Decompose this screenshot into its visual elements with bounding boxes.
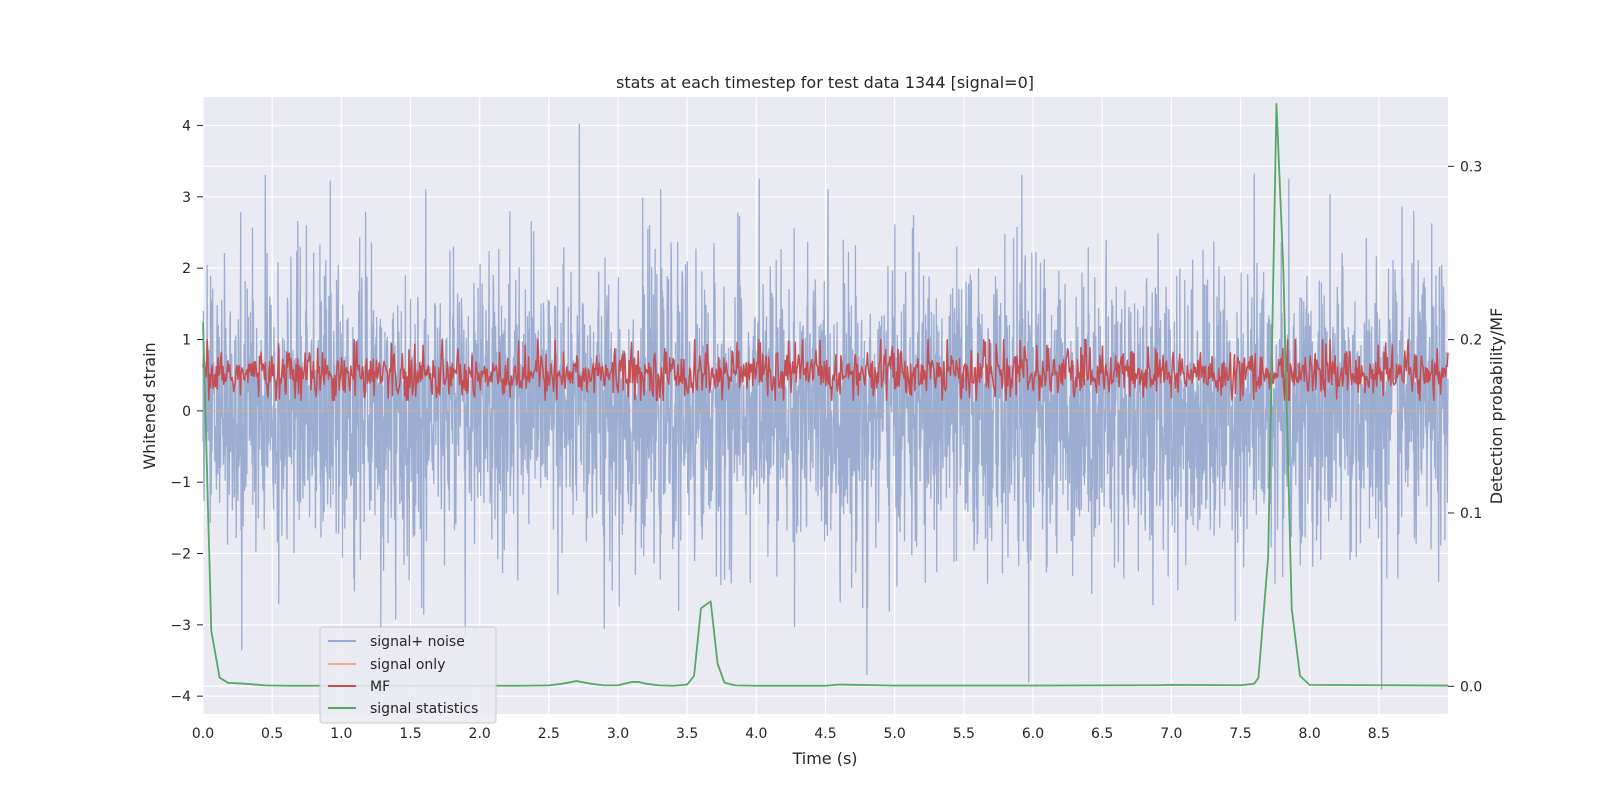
x-tick-label: 0.5 — [261, 726, 283, 742]
x-axis-ticks: 0.0 0.5 1.0 1.5 2.0 2.5 3.0 3.5 4.0 4.5 5.0 5.5 6.0 6… — [192, 726, 1390, 742]
x-tick-label: 4.5 — [814, 726, 836, 742]
x-tick-label: 1.5 — [399, 726, 421, 742]
x-tick-label: 8.5 — [1368, 726, 1390, 742]
line-mf — [202, 338, 1449, 402]
y2-axis-label: Detection probability/MF — [1487, 308, 1506, 505]
legend-box — [319, 626, 497, 724]
y-tick-label: −4 — [170, 689, 191, 705]
x-tick-label: 3.5 — [676, 726, 698, 742]
x-axis-label: Time (s) — [791, 749, 857, 768]
y-tick-label: 3 — [182, 190, 191, 206]
y-axis-ticks: 4 3 2 1 0 −1 −2 −3 −4 — [170, 119, 203, 705]
x-tick-label: 8.0 — [1299, 726, 1321, 742]
x-tick-label: 5.0 — [884, 726, 906, 742]
y-axis-label: Whitened strain — [140, 342, 159, 469]
y-tick-label: 0 — [182, 404, 191, 420]
y-tick-label: 1 — [182, 333, 191, 349]
x-tick-label: 6.0 — [1022, 726, 1044, 742]
chart-title: stats at each timestep for test data 134… — [616, 73, 1034, 92]
y2-tick-label: 0.0 — [1460, 679, 1482, 695]
x-tick-label: 7.0 — [1160, 726, 1182, 742]
series-mf — [202, 338, 1449, 402]
x-tick-label: 2.5 — [538, 726, 560, 742]
y-tick-label: −2 — [170, 547, 191, 563]
x-tick-label: 4.0 — [745, 726, 767, 742]
x-tick-label: 6.5 — [1091, 726, 1113, 742]
x-tick-label: 3.0 — [607, 726, 629, 742]
x-tick-label: 5.5 — [953, 726, 975, 742]
y2-tick-label: 0.1 — [1460, 506, 1482, 522]
legend: signal+ noise signal only MF signal stat… — [319, 626, 497, 724]
y2-tick-label: 0.2 — [1460, 333, 1482, 349]
legend-label-signal-noise: signal+ noise — [370, 634, 465, 650]
x-tick-label: 0.0 — [192, 726, 214, 742]
y-tick-label: 4 — [182, 119, 191, 135]
x-tick-label: 2.0 — [469, 726, 491, 742]
y2-axis-ticks: 0.3 0.2 0.1 0.0 — [1448, 159, 1482, 695]
legend-label-mf: MF — [370, 679, 390, 695]
y-tick-label: 2 — [182, 261, 191, 277]
y2-tick-label: 0.3 — [1460, 159, 1482, 175]
legend-label-signal-statistics: signal statistics — [370, 701, 478, 717]
x-tick-label: 7.5 — [1229, 726, 1251, 742]
y-tick-label: −1 — [170, 475, 191, 491]
x-tick-label: 1.0 — [330, 726, 352, 742]
legend-label-signal-only: signal only — [370, 657, 445, 673]
y-tick-label: −3 — [170, 618, 191, 634]
